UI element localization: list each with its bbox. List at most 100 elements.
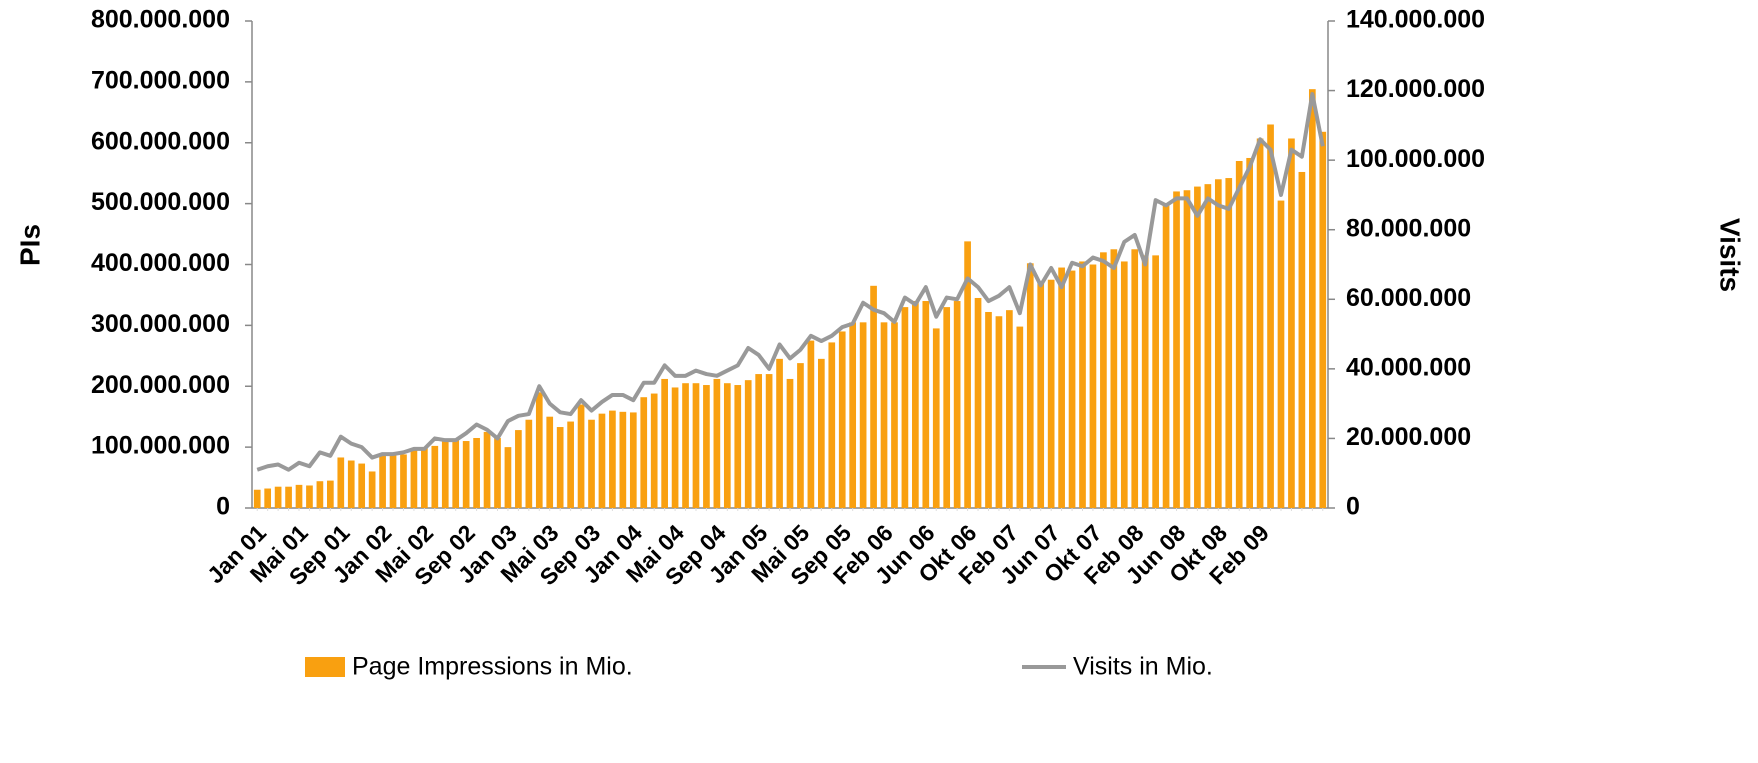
bar bbox=[1246, 157, 1253, 508]
bar bbox=[974, 297, 982, 508]
bar bbox=[379, 454, 386, 508]
bar bbox=[1079, 261, 1086, 508]
legend-label: Page Impressions in Mio. bbox=[352, 653, 633, 681]
y2-tick-label: 120.000.000 bbox=[1346, 75, 1485, 103]
bar bbox=[744, 380, 752, 508]
bar bbox=[452, 439, 460, 508]
bar bbox=[776, 358, 783, 508]
bar bbox=[786, 378, 794, 508]
bar bbox=[264, 488, 272, 508]
y-tick-label: 600.000.000 bbox=[91, 127, 230, 155]
bar bbox=[932, 328, 940, 508]
bar bbox=[650, 393, 658, 508]
y-tick-label: 200.000.000 bbox=[91, 371, 230, 399]
bar bbox=[692, 383, 700, 508]
bar bbox=[327, 480, 334, 508]
bar bbox=[483, 431, 491, 508]
y-tick-label: 700.000.000 bbox=[91, 66, 230, 94]
bar bbox=[1131, 249, 1139, 508]
bar bbox=[1308, 89, 1316, 509]
bar bbox=[1194, 186, 1201, 508]
y2-tick-label: 100.000.000 bbox=[1346, 145, 1485, 173]
y-tick-label: 800.000.000 bbox=[91, 6, 230, 34]
bar bbox=[1277, 200, 1285, 509]
bar bbox=[880, 322, 888, 508]
y2-tick-label: 60.000.000 bbox=[1346, 284, 1471, 312]
bar bbox=[682, 383, 689, 508]
bar bbox=[723, 383, 731, 508]
bar bbox=[1047, 279, 1055, 508]
bar bbox=[671, 387, 679, 508]
y-tick-label: 100.000.000 bbox=[91, 432, 230, 460]
bar bbox=[1058, 267, 1065, 508]
bar bbox=[1256, 138, 1264, 508]
bar bbox=[1173, 191, 1180, 508]
bar bbox=[306, 485, 313, 508]
bar bbox=[598, 413, 606, 508]
bar bbox=[1267, 124, 1274, 509]
bar bbox=[838, 331, 846, 508]
bar bbox=[943, 307, 951, 508]
bar bbox=[629, 412, 637, 508]
bar bbox=[441, 441, 449, 508]
bar bbox=[410, 449, 418, 508]
bar bbox=[1162, 203, 1170, 508]
bar bbox=[525, 419, 533, 508]
bar bbox=[817, 358, 825, 508]
y-tick-label: 0 bbox=[216, 493, 230, 521]
bar bbox=[462, 441, 470, 508]
bar bbox=[358, 463, 366, 508]
bar bbox=[253, 489, 261, 508]
bar bbox=[964, 241, 971, 508]
y2-tick-label: 0 bbox=[1346, 493, 1360, 521]
bar bbox=[504, 447, 512, 508]
bar bbox=[389, 453, 397, 508]
bar bbox=[703, 385, 710, 508]
bar bbox=[556, 427, 564, 508]
bar bbox=[588, 419, 595, 508]
bar bbox=[535, 392, 543, 508]
bar bbox=[807, 340, 815, 508]
bar bbox=[661, 378, 668, 508]
bar bbox=[953, 301, 961, 508]
bar bbox=[1225, 178, 1233, 508]
bar bbox=[1068, 270, 1076, 508]
bar bbox=[1204, 184, 1212, 508]
bar bbox=[734, 385, 742, 508]
bar bbox=[1120, 261, 1128, 508]
bar bbox=[797, 363, 804, 508]
bar bbox=[1006, 310, 1013, 508]
legend-label: Visits in Mio. bbox=[1073, 653, 1213, 681]
bar bbox=[1100, 252, 1107, 508]
bar bbox=[619, 411, 627, 508]
bar bbox=[1214, 179, 1222, 508]
bar bbox=[755, 374, 763, 508]
y2-axis-title: Visits bbox=[1715, 218, 1746, 292]
bar bbox=[1319, 131, 1327, 509]
bar bbox=[1037, 282, 1045, 508]
bar bbox=[285, 486, 292, 508]
bar bbox=[1016, 326, 1024, 508]
y2-tick-label: 140.000.000 bbox=[1346, 6, 1485, 34]
bar bbox=[473, 437, 480, 508]
bar bbox=[421, 447, 428, 508]
bar bbox=[609, 410, 616, 508]
bar bbox=[1026, 263, 1034, 508]
legend-swatch bbox=[305, 657, 345, 677]
bar bbox=[828, 342, 836, 508]
bar bbox=[859, 322, 867, 508]
y-tick-label: 500.000.000 bbox=[91, 188, 230, 216]
bar bbox=[985, 311, 992, 508]
bar bbox=[400, 454, 407, 508]
bar bbox=[1089, 264, 1097, 508]
bar bbox=[546, 416, 554, 508]
bar bbox=[849, 322, 857, 508]
y2-tick-label: 80.000.000 bbox=[1346, 214, 1471, 242]
bar bbox=[870, 285, 877, 508]
bar bbox=[1183, 190, 1191, 509]
bar bbox=[713, 378, 721, 508]
bar bbox=[577, 404, 585, 508]
line bbox=[256, 92, 1325, 472]
bar bbox=[1298, 171, 1306, 508]
